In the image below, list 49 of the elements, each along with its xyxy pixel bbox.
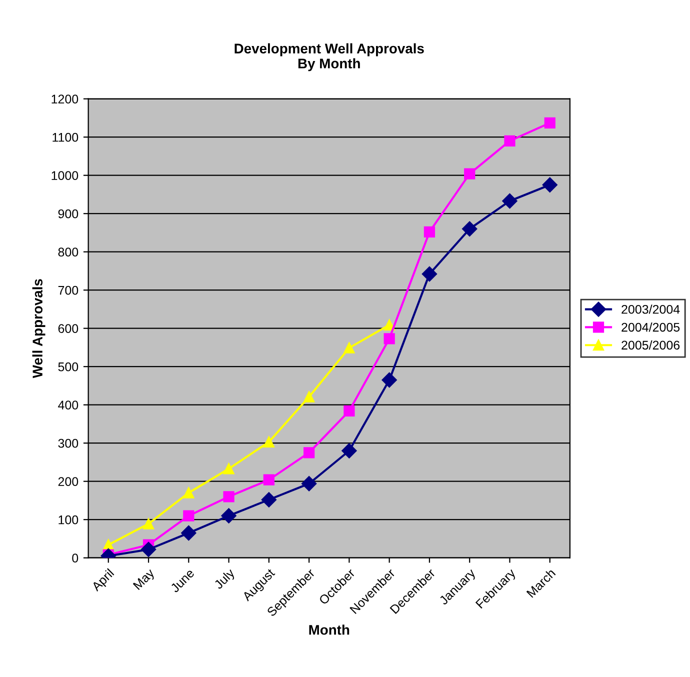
- x-tick-label: July: [213, 568, 238, 592]
- y-tick-label: 500: [58, 362, 78, 372]
- point: [261, 492, 276, 508]
- point: [502, 193, 518, 209]
- legend-label: 2004/2005: [622, 322, 680, 332]
- point: [384, 319, 395, 330]
- y-tick-label: 600: [58, 324, 78, 333]
- point: [342, 443, 357, 458]
- y-tick-label: 200: [58, 477, 78, 486]
- x-tick-label: May: [132, 568, 157, 592]
- y-tick-label: 1100: [52, 132, 78, 142]
- point: [504, 135, 516, 146]
- y-tick-label: 300: [58, 438, 78, 448]
- point: [344, 405, 355, 417]
- point: [223, 463, 234, 474]
- y-axis-title: Well Approvals: [32, 279, 46, 378]
- point: [263, 436, 274, 448]
- y-tick-label: 800: [58, 248, 78, 256]
- point: [140, 542, 156, 558]
- point: [382, 372, 397, 388]
- point: [462, 221, 478, 236]
- point: [542, 177, 558, 192]
- y-tick-label: 1000: [52, 171, 78, 180]
- point: [544, 117, 556, 128]
- point: [221, 508, 236, 524]
- point: [223, 491, 234, 502]
- point: [301, 476, 317, 492]
- point: [464, 168, 476, 180]
- y-tick-label: 900: [58, 209, 78, 218]
- y-tick-label: 100: [58, 515, 78, 524]
- point: [304, 447, 315, 458]
- chart-title: Development Well Approvals By Month: [234, 43, 424, 72]
- y-tick-label: 700: [58, 286, 78, 295]
- point: [422, 266, 438, 282]
- point: [181, 525, 196, 541]
- x-axis-title: Month: [309, 624, 350, 635]
- point: [183, 510, 194, 522]
- y-tick-label: 1200: [52, 94, 78, 104]
- y-tick-label: 400: [58, 400, 78, 410]
- point: [384, 333, 395, 344]
- legend-label: 2003/2004: [622, 304, 680, 314]
- point: [424, 226, 436, 238]
- point: [304, 391, 315, 402]
- y-tick-label: 0: [72, 554, 78, 562]
- legend-label: 2005/2006: [622, 340, 680, 350]
- point: [183, 487, 194, 498]
- point: [263, 474, 274, 486]
- point: [344, 342, 355, 354]
- point: [142, 518, 154, 530]
